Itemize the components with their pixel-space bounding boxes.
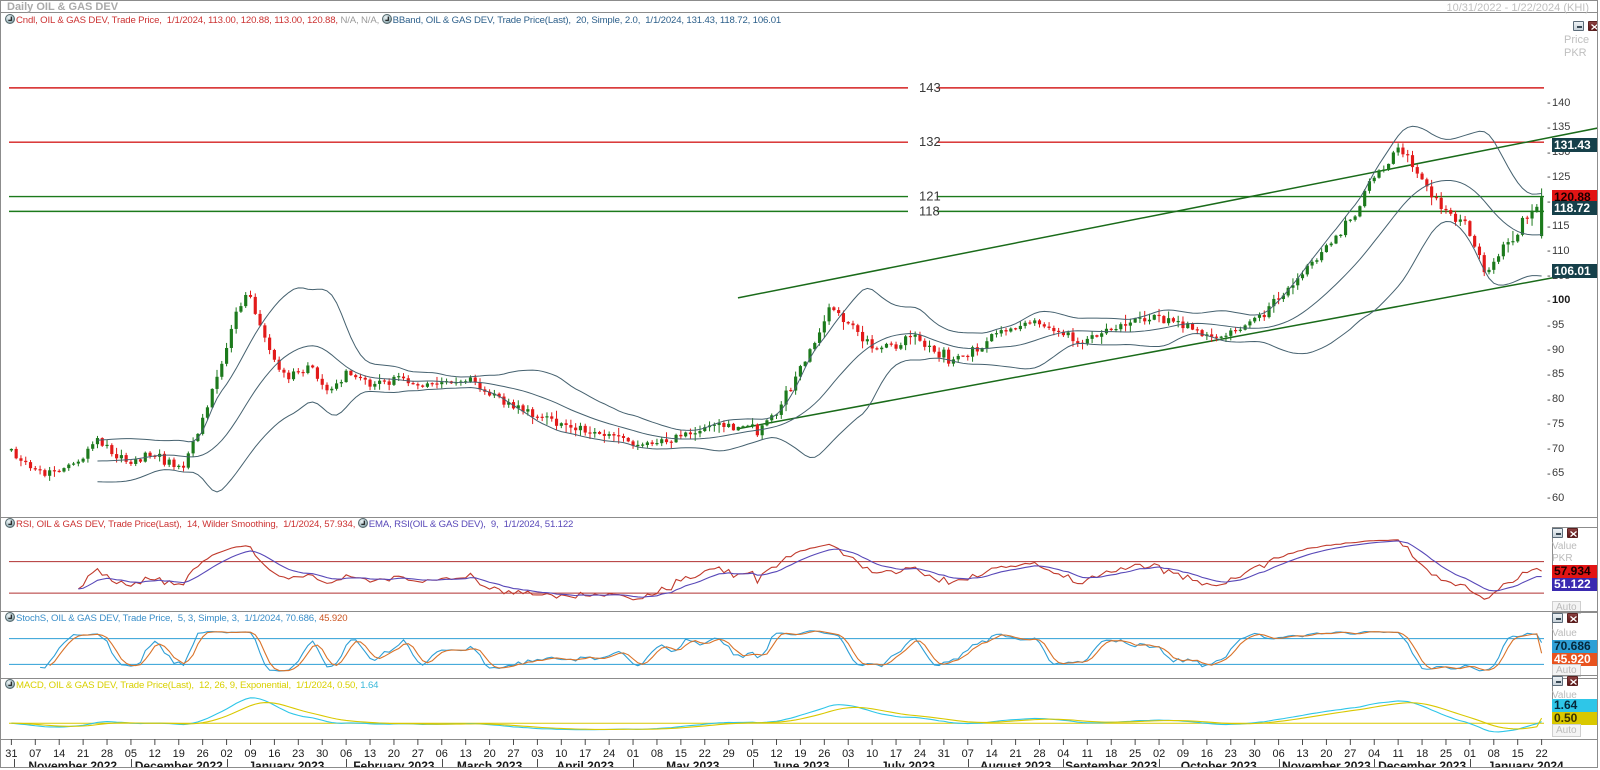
svg-text:121: 121 <box>919 189 941 204</box>
svg-text:118: 118 <box>919 203 940 218</box>
svg-text:143: 143 <box>919 80 941 95</box>
svg-text:132: 132 <box>919 134 941 149</box>
